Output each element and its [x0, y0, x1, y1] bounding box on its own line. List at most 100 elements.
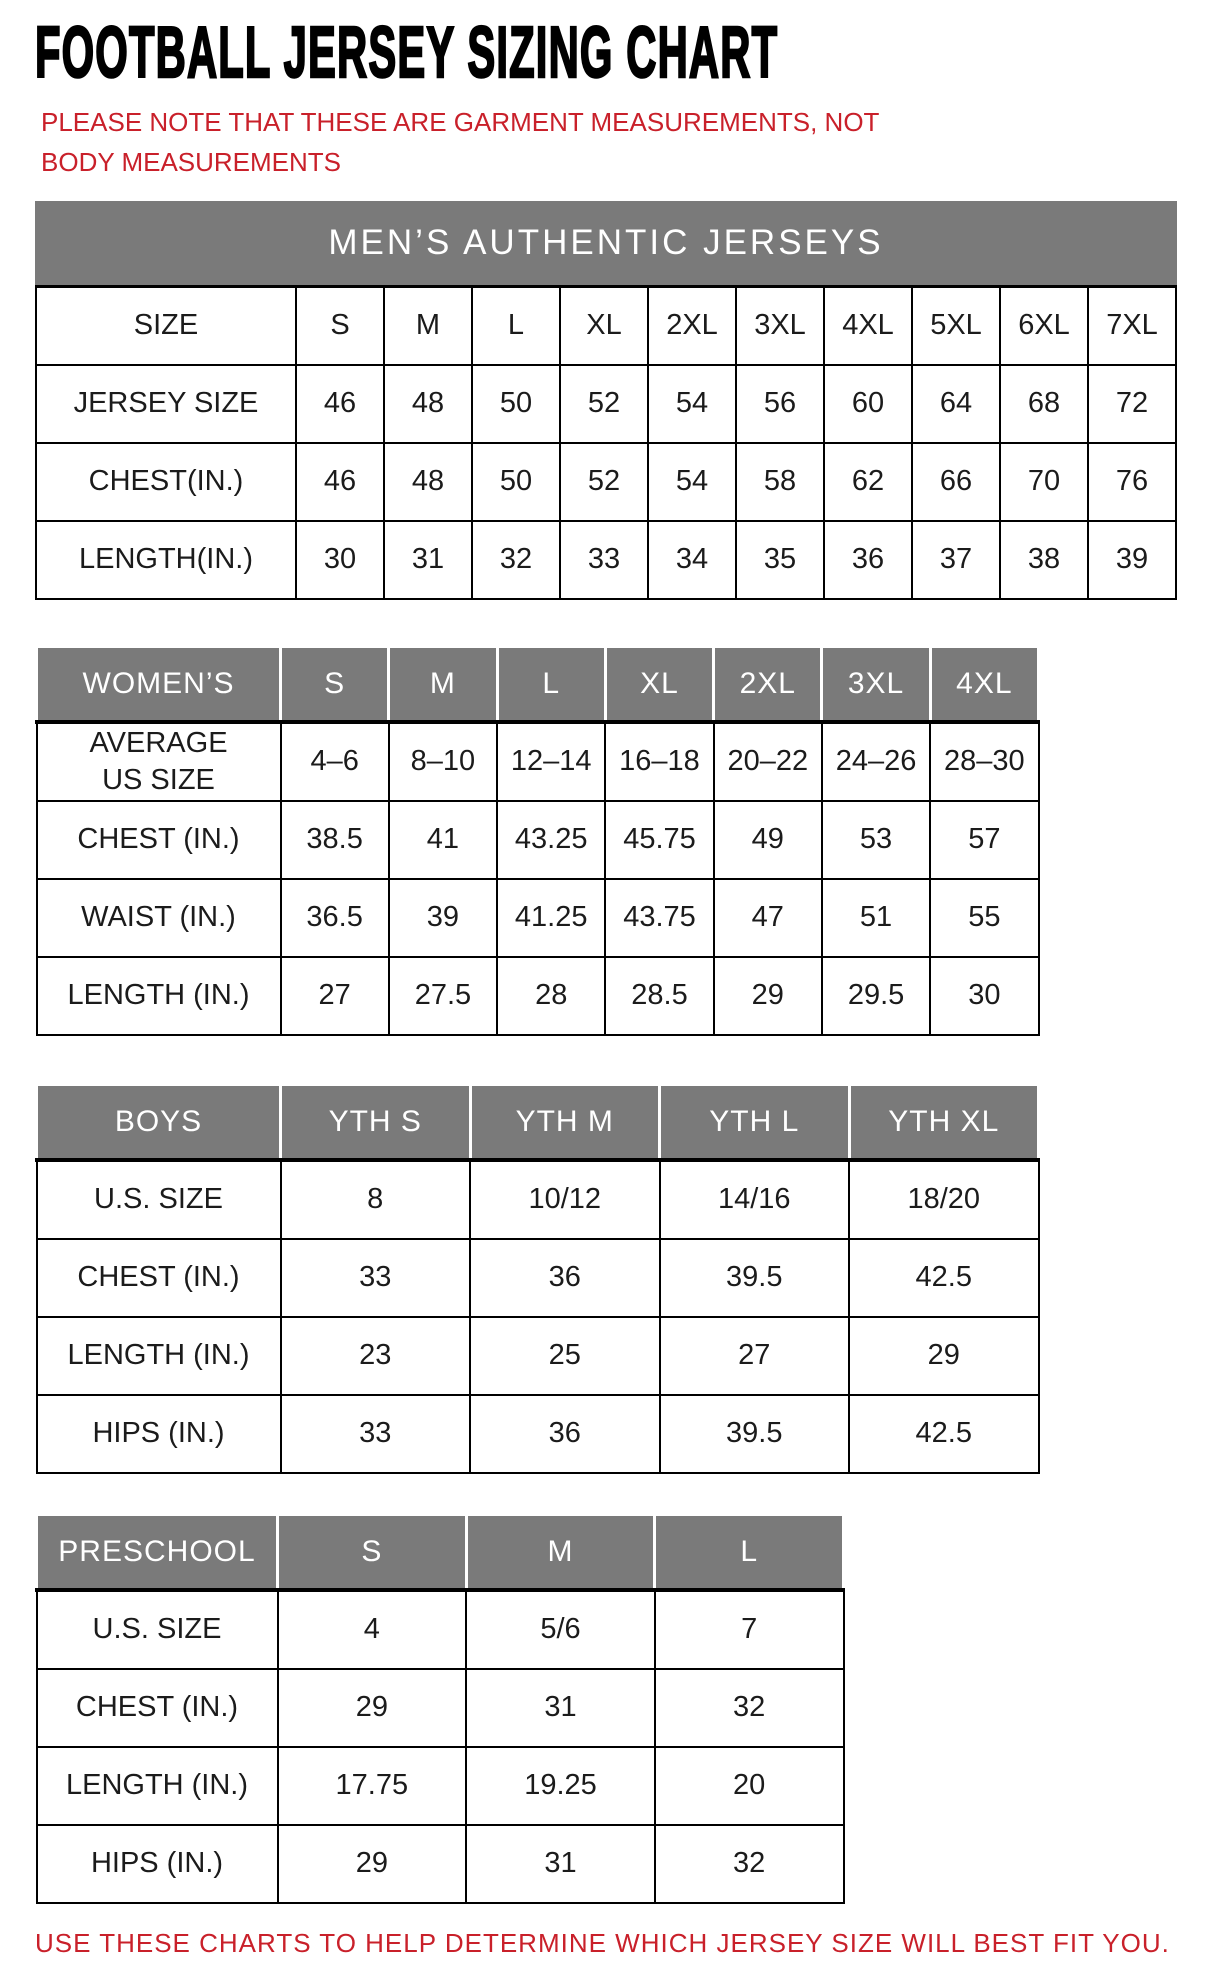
- boys-header-cell: YTH XL: [847, 1085, 1040, 1162]
- womens-row: AVERAGE US SIZE 4–6 8–10 12–14 16–18 20–22 24–…: [35, 720, 1040, 802]
- data-cell: 28–30: [929, 720, 1040, 802]
- data-cell: 50: [471, 441, 561, 522]
- data-cell: 51: [820, 877, 932, 958]
- data-cell: 58: [735, 441, 825, 522]
- data-cell: 41: [387, 799, 499, 880]
- preschool-header-row: PRESCHOOL S M L: [35, 1515, 845, 1592]
- data-cell: 30: [929, 955, 1040, 1036]
- tables-container: MEN’S AUTHENTIC JERSEYS SIZE S M L XL 2XL 3XL 4X…: [35, 200, 1220, 1904]
- womens-header-cell: XL: [603, 647, 716, 724]
- data-cell: 39.5: [658, 1237, 850, 1318]
- womens-grid: WOMEN’S S M L XL 2XL 3XL 4XL AVERAGE US SIZE 4–6 8…: [35, 647, 1041, 1036]
- data-cell: 29.5: [820, 955, 932, 1036]
- data-cell: 14/16: [658, 1158, 850, 1240]
- mens-grid: SIZE S M L XL 2XL 3XL 4XL 5XL 6XL 7XL JERSEY SIZE 46…: [35, 284, 1177, 600]
- page-title: FOOTBALL JERSEY SIZING CHART: [34, 13, 779, 93]
- data-cell: 55: [929, 877, 1040, 958]
- mens-header-label: SIZE: [35, 284, 297, 366]
- row-label: JERSEY SIZE: [35, 363, 297, 444]
- boys-row: CHEST (IN.) 33 36 39.5 42.5: [35, 1237, 1040, 1318]
- data-cell: 7: [653, 1588, 845, 1670]
- data-cell: 57: [929, 799, 1040, 880]
- preschool-table: PRESCHOOL S M L U.S. SIZE 4 5/6 7 CHEST (IN.) 29 3…: [35, 1515, 1220, 1904]
- data-cell: 42.5: [848, 1393, 1040, 1474]
- womens-header-cell: S: [278, 647, 391, 724]
- data-cell: 8: [279, 1158, 471, 1240]
- data-cell: 39: [1087, 519, 1177, 600]
- data-cell: 56: [735, 363, 825, 444]
- data-cell: 60: [823, 363, 913, 444]
- data-cell: 29: [276, 1667, 468, 1748]
- preschool-header-cell: M: [464, 1515, 657, 1592]
- data-cell: 20: [653, 1745, 845, 1826]
- womens-header-cell: 3XL: [820, 647, 932, 724]
- data-cell: 38.5: [279, 799, 390, 880]
- data-cell: 48: [383, 363, 473, 444]
- row-label: LENGTH (IN.): [35, 1315, 282, 1396]
- data-cell: 27: [658, 1315, 850, 1396]
- data-cell: 16–18: [604, 720, 715, 802]
- mens-row: JERSEY SIZE 46 48 50 52 54 56 60 64 68 72: [35, 363, 1177, 444]
- data-cell: 42.5: [848, 1237, 1040, 1318]
- row-label: CHEST (IN.): [35, 799, 282, 880]
- data-cell: 39: [387, 877, 499, 958]
- boys-header-cell: YTH S: [279, 1085, 472, 1162]
- data-cell: 28.5: [604, 955, 715, 1036]
- data-cell: 53: [820, 799, 932, 880]
- row-label: CHEST(IN.): [35, 441, 297, 522]
- data-cell: 36: [823, 519, 913, 600]
- data-cell: 35: [735, 519, 825, 600]
- preschool-row: HIPS (IN.) 29 31 32: [35, 1823, 845, 1904]
- womens-header-row: WOMEN’S S M L XL 2XL 3XL 4XL: [35, 647, 1041, 724]
- data-cell: 43.75: [604, 877, 715, 958]
- mens-header-cell: 3XL: [735, 284, 825, 366]
- data-cell: 46: [295, 441, 385, 522]
- data-cell: 12–14: [496, 720, 607, 802]
- data-cell: 52: [559, 441, 649, 522]
- data-cell: 39.5: [658, 1393, 850, 1474]
- boys-row: U.S. SIZE 8 10/12 14/16 18/20: [35, 1158, 1040, 1240]
- boys-header-label: BOYS: [35, 1085, 282, 1162]
- mens-header-cell: M: [383, 284, 473, 366]
- data-cell: 76: [1087, 441, 1177, 522]
- data-cell: 32: [653, 1667, 845, 1748]
- data-cell: 38: [999, 519, 1089, 600]
- data-cell: 36: [469, 1393, 661, 1474]
- data-cell: 52: [559, 363, 649, 444]
- boys-header-row: BOYS YTH S YTH M YTH L YTH XL: [35, 1085, 1040, 1162]
- data-cell: 34: [647, 519, 737, 600]
- data-cell: 54: [647, 441, 737, 522]
- row-label: LENGTH (IN.): [35, 955, 282, 1036]
- womens-row: LENGTH (IN.) 27 27.5 28 28.5 29 29.5 30: [35, 955, 1040, 1036]
- mens-header-cell: 2XL: [647, 284, 737, 366]
- mens-row: CHEST(IN.) 46 48 50 52 54 58 62 66 70 76: [35, 441, 1177, 522]
- boys-grid: BOYS YTH S YTH M YTH L YTH XL U.S. SIZE 8 10/12…: [35, 1085, 1040, 1474]
- data-cell: 20–22: [712, 720, 823, 802]
- boys-row: HIPS (IN.) 33 36 39.5 42.5: [35, 1393, 1040, 1474]
- data-cell: 33: [279, 1237, 471, 1318]
- data-cell: 18/20: [848, 1158, 1040, 1240]
- data-cell: 36.5: [279, 877, 390, 958]
- womens-table: WOMEN’S S M L XL 2XL 3XL 4XL AVERAGE US SIZE 4–6 8…: [35, 647, 1220, 1036]
- womens-row: WAIST (IN.) 36.5 39 41.25 43.75 47 51 55: [35, 877, 1040, 958]
- row-label: AVERAGE US SIZE: [35, 720, 282, 802]
- mens-banner: MEN’S AUTHENTIC JERSEYS: [35, 200, 1177, 285]
- row-label: WAIST (IN.): [35, 877, 282, 958]
- data-cell: 17.75: [276, 1745, 468, 1826]
- womens-header-cell: 2XL: [712, 647, 824, 724]
- data-cell: 5/6: [465, 1588, 656, 1670]
- data-cell: 8–10: [387, 720, 499, 802]
- data-cell: 32: [653, 1823, 845, 1904]
- data-cell: 31: [465, 1823, 656, 1904]
- row-label: CHEST (IN.): [35, 1667, 279, 1748]
- mens-header-cell: L: [471, 284, 561, 366]
- data-cell: 25: [469, 1315, 661, 1396]
- mens-header-cell: 5XL: [911, 284, 1001, 366]
- data-cell: 28: [496, 955, 607, 1036]
- data-cell: 24–26: [820, 720, 932, 802]
- womens-row: CHEST (IN.) 38.5 41 43.25 45.75 49 53 57: [35, 799, 1040, 880]
- data-cell: 30: [295, 519, 385, 600]
- data-cell: 50: [471, 363, 561, 444]
- data-cell: 70: [999, 441, 1089, 522]
